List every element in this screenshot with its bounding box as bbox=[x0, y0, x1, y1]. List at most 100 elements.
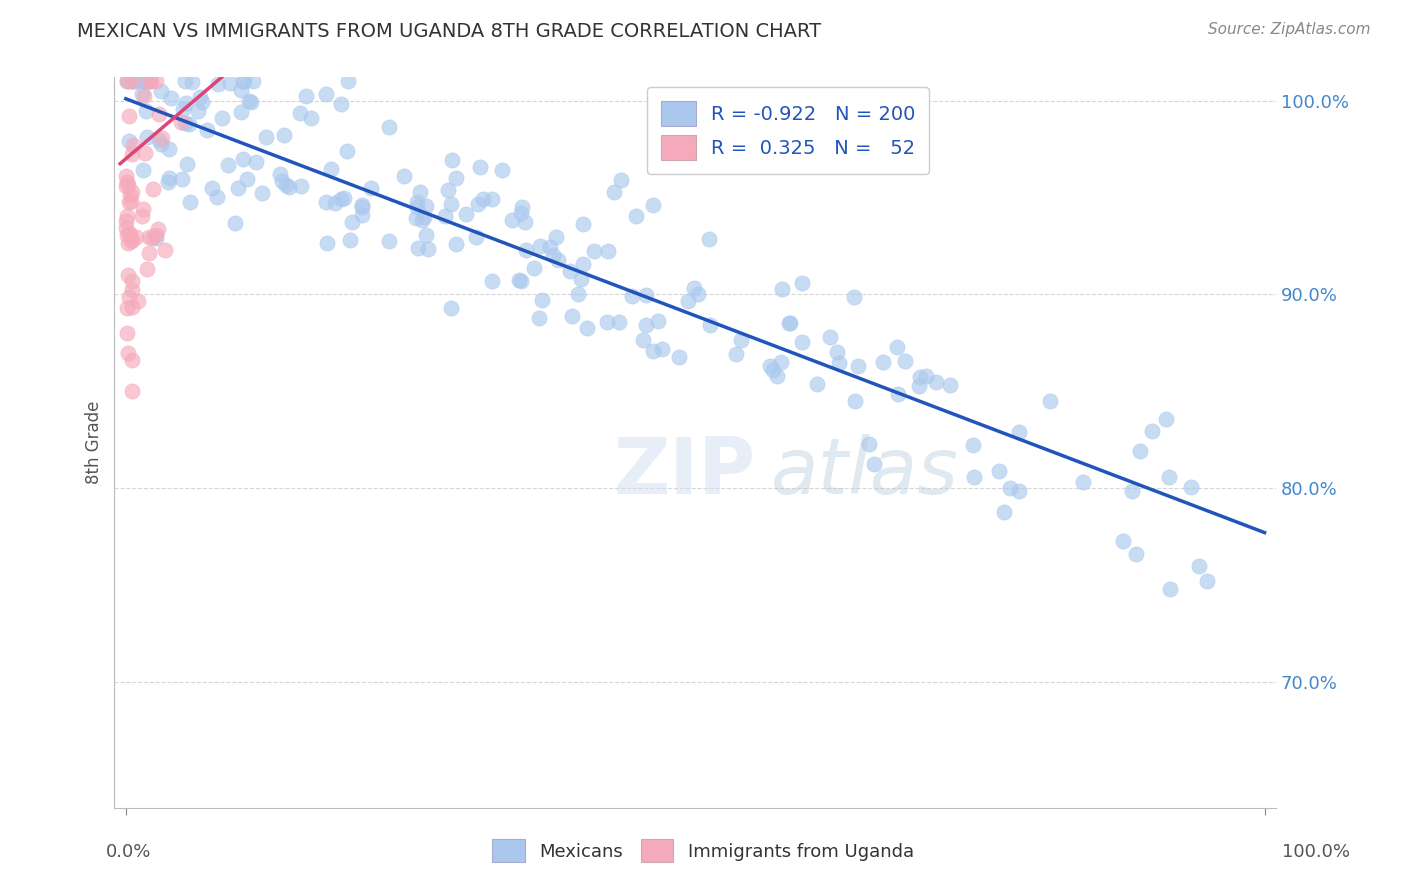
Point bbox=[118, 194, 141, 209]
Point bbox=[148, 133, 170, 147]
Point bbox=[115, 169, 138, 183]
Point bbox=[118, 290, 141, 304]
Point bbox=[150, 131, 173, 145]
Point bbox=[273, 128, 295, 142]
Point bbox=[340, 215, 363, 229]
Point bbox=[603, 186, 626, 200]
Point bbox=[1071, 475, 1094, 490]
Point bbox=[668, 350, 690, 364]
Point bbox=[647, 313, 669, 327]
Text: atlas: atlas bbox=[770, 434, 959, 509]
Point bbox=[121, 273, 143, 287]
Point bbox=[190, 90, 212, 104]
Point bbox=[818, 329, 841, 343]
Point bbox=[541, 248, 564, 262]
Point bbox=[242, 74, 264, 88]
Point bbox=[412, 210, 434, 224]
Point bbox=[224, 216, 246, 230]
Point bbox=[987, 465, 1010, 479]
Point bbox=[117, 235, 139, 250]
Point bbox=[378, 120, 401, 134]
Point bbox=[699, 318, 721, 333]
Point bbox=[643, 344, 665, 359]
Point bbox=[117, 326, 139, 340]
Point bbox=[250, 186, 273, 200]
Point bbox=[440, 197, 463, 211]
Point bbox=[117, 268, 139, 282]
Point bbox=[295, 88, 318, 103]
Point bbox=[610, 172, 633, 186]
Point bbox=[406, 200, 429, 214]
Point bbox=[132, 74, 155, 88]
Point bbox=[177, 117, 200, 131]
Point bbox=[176, 156, 198, 170]
Point bbox=[145, 74, 167, 88]
Point bbox=[132, 202, 155, 216]
Point bbox=[806, 376, 828, 391]
Point bbox=[1159, 582, 1181, 596]
Point bbox=[939, 377, 962, 392]
Point bbox=[596, 244, 619, 259]
Point bbox=[779, 316, 801, 330]
Point bbox=[636, 288, 658, 302]
Y-axis label: 8th Grade: 8th Grade bbox=[86, 401, 103, 484]
Point bbox=[1000, 481, 1022, 495]
Point bbox=[531, 293, 554, 308]
Point bbox=[122, 137, 145, 152]
Point bbox=[138, 74, 160, 88]
Point bbox=[416, 242, 439, 256]
Point bbox=[472, 192, 495, 206]
Point bbox=[352, 197, 374, 211]
Point bbox=[179, 194, 201, 209]
Point bbox=[240, 95, 263, 109]
Point bbox=[1008, 425, 1031, 440]
Point bbox=[437, 183, 460, 197]
Point bbox=[238, 94, 260, 108]
Point bbox=[411, 213, 433, 227]
Point bbox=[770, 282, 793, 296]
Point bbox=[121, 234, 143, 248]
Point bbox=[405, 195, 427, 210]
Point bbox=[510, 200, 533, 214]
Point bbox=[529, 310, 551, 325]
Point bbox=[569, 272, 592, 286]
Point bbox=[434, 209, 457, 223]
Point bbox=[232, 152, 254, 166]
Point bbox=[120, 235, 142, 249]
Point bbox=[440, 153, 463, 168]
Point bbox=[910, 370, 932, 384]
Point bbox=[792, 277, 814, 291]
Point bbox=[330, 192, 353, 206]
Point bbox=[121, 384, 143, 398]
Legend: Mexicans, Immigrants from Uganda: Mexicans, Immigrants from Uganda bbox=[485, 832, 921, 870]
Point bbox=[127, 293, 149, 308]
Point bbox=[572, 257, 595, 271]
Point bbox=[686, 287, 709, 301]
Point bbox=[560, 264, 582, 278]
Point bbox=[201, 181, 224, 195]
Point bbox=[510, 274, 533, 288]
Point bbox=[197, 122, 219, 136]
Point bbox=[157, 142, 180, 156]
Point bbox=[120, 188, 142, 202]
Point bbox=[121, 186, 143, 200]
Point bbox=[117, 346, 139, 360]
Point bbox=[415, 199, 437, 213]
Point bbox=[908, 378, 931, 392]
Point bbox=[271, 174, 294, 188]
Point bbox=[139, 74, 162, 88]
Point bbox=[139, 74, 162, 88]
Point bbox=[121, 147, 143, 161]
Point bbox=[278, 179, 301, 194]
Point bbox=[538, 239, 561, 253]
Point bbox=[790, 334, 813, 349]
Point bbox=[117, 74, 139, 88]
Point bbox=[336, 144, 359, 158]
Point bbox=[217, 158, 239, 172]
Point bbox=[583, 244, 606, 259]
Point bbox=[925, 375, 948, 389]
Point bbox=[115, 301, 138, 315]
Point bbox=[546, 230, 568, 244]
Point bbox=[392, 169, 415, 183]
Point bbox=[245, 154, 267, 169]
